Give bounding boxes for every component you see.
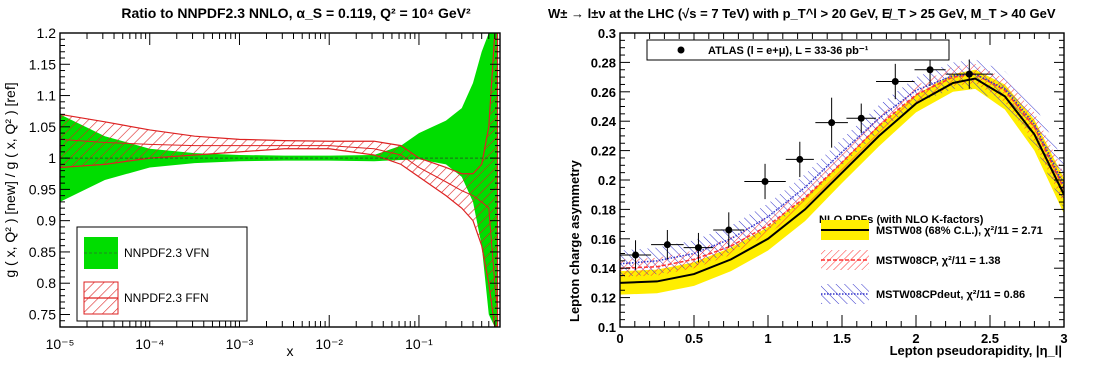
atlas-point [926,66,934,74]
left-y-tick-label: 1.2 [37,25,57,41]
left-y-tick-label: 0.85 [29,244,56,260]
right-y-tick-label: 0.16 [591,232,616,247]
left-x-tick-label: 10⁻⁵ [46,336,75,352]
left-x-tick-label: 10⁻⁴ [135,336,164,352]
mstw08cp-band [620,63,1064,278]
legend-label-ffn: NNPDF2.3 FFN [124,291,209,305]
right-y-tick-label: 0.28 [591,55,616,70]
right-y-tick-label: 0.26 [591,85,616,100]
mstw08cpdeut-band [620,59,1064,278]
legend-label-mstw08: MSTW08 (68% C.L.), χ²/11 = 2.71 [876,225,1043,237]
left-legend: NNPDF2.3 VFN NNPDF2.3 FFN [76,226,248,322]
legend-label-mstw08cpdeut: MSTW08CPdeut, χ²/11 = 0.86 [876,289,1025,301]
right-x-tick-label: 2.5 [981,331,999,346]
right-x-tick-label: 2 [912,331,919,346]
mstw08-band [620,69,1064,295]
right-data-points [620,53,993,270]
left-series-layer [60,33,499,327]
left-x-tick-label: 10⁻² [315,336,343,352]
right-y-tick-label: 0.24 [591,114,617,129]
right-y-tick-label: 0.2 [598,173,616,188]
right-x-tick-label: 0.5 [685,331,703,346]
atlas-point [761,177,769,185]
ffn-central-line [60,138,498,309]
left-chart-title: Ratio to NNPDF2.3 NNLO, α_S = 0.119, Q² … [121,5,471,21]
left-y-tick-label: 1 [48,150,56,166]
left-y-tick-label: 0.75 [29,306,56,322]
right-x-axis-label: Lepton pseudorapidity, |η_l| [890,343,1062,358]
left-x-axis-label: x [287,343,294,359]
legend-label-vfn: NNPDF2.3 VFN [124,246,209,260]
left-y-tick-label: 1.1 [37,88,57,104]
right-y-tick-label: 0.12 [591,291,616,306]
right-legend-top: ATLAS (l = e+μ), L = 33-36 pb⁻¹ [646,39,950,61]
right-chart: W± → l±ν at the LHC (√s = 7 TeV) with p_… [548,6,1068,358]
legend-label-mstw08cp: MSTW08CP, χ²/11 = 1.38 [876,255,1000,267]
right-y-tick-label: 0.1 [598,320,616,335]
left-axes-ticks: 0.75 0.8 0.85 0.9 0.95 1 1.05 1.1 1.15 1.2 10⁻⁵ 10⁻… [29,25,501,352]
left-y-axis-label: g ( x, Q² ) [new] / g ( x, Q² ) [ref] [2,82,18,277]
left-y-tick-label: 0.95 [29,181,56,197]
right-y-tick-label: 0.3 [598,26,616,41]
atlas-point [796,155,804,163]
left-x-tick-label: 10⁻³ [226,336,254,352]
right-y-axis-label: Lepton charge asymmetry [567,159,582,322]
atlas-point [828,119,836,127]
right-x-tick-label: 1.5 [833,331,851,346]
right-y-tick-label: 0.14 [591,261,617,276]
atlas-point [632,251,640,259]
right-chart-title: W± → l±ν at the LHC (√s = 7 TeV) with p_… [548,6,1056,21]
left-y-tick-label: 0.9 [37,213,57,229]
atlas-point [725,226,733,234]
mstw08cpdeut-line [620,73,1064,265]
atlas-point [891,78,899,86]
atlas-point [663,241,671,249]
left-y-tick-label: 0.8 [37,275,57,291]
left-y-tick-label: 1.05 [29,119,56,135]
right-y-tick-label: 0.22 [591,144,616,159]
ffn-band [60,33,499,327]
legend-marker-atlas [677,46,685,54]
right-x-tick-label: 1 [764,331,771,346]
atlas-point [694,244,702,252]
atlas-point [857,114,865,122]
left-y-tick-label: 1.15 [29,56,56,72]
legend-label-atlas: ATLAS (l = e+μ), L = 33-36 pb⁻¹ [708,45,869,57]
left-chart: Ratio to NNPDF2.3 NNLO, α_S = 0.119, Q² … [2,5,501,359]
mstw08cp-line [620,73,1064,269]
right-y-tick-label: 0.18 [591,202,616,217]
left-plot-frame [59,32,501,328]
right-legend-bottom: NLO PDFs (with NLO K-factors) MSTW08 (68… [819,214,1043,304]
right-axes-ticks: 0.1 0.12 0.14 0.16 0.18 0.2 0.22 0.24 0.26 0.28 0.… [591,26,1068,346]
right-x-tick-label: 3 [1060,331,1067,346]
atlas-point [965,70,973,78]
right-x-tick-label: 0 [616,331,623,346]
left-x-tick-label: 10⁻¹ [405,336,433,352]
mstw08-line [620,77,1064,284]
right-legend-top-box [646,39,950,61]
right-series-layer [620,59,1064,295]
